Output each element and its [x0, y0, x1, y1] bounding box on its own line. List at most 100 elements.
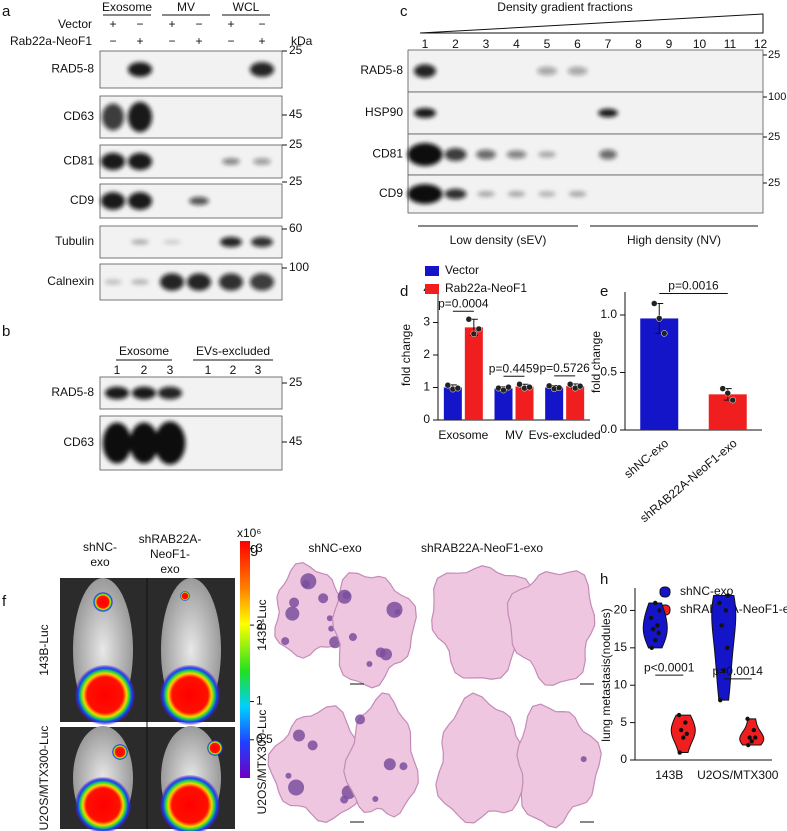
metastatic-nodule — [355, 714, 366, 725]
metastatic-nodule — [348, 633, 357, 642]
condition-sign: − — [195, 17, 202, 31]
blot-band — [129, 422, 159, 464]
annotation: p<0.0001 — [644, 660, 695, 674]
data-point — [648, 615, 654, 621]
annotation: p=0.0014 — [713, 664, 764, 678]
data-point — [678, 727, 684, 733]
metastatic-nodule — [281, 637, 290, 646]
legend-label: Rab22a-NeoF1 — [445, 281, 527, 295]
blot-bands — [100, 152, 271, 171]
metastatic-nodule — [300, 573, 317, 590]
data-point — [465, 316, 473, 323]
x-tick-label: shNC-exo — [621, 436, 671, 481]
metastatic-nodule — [366, 660, 373, 667]
condition-sign: + — [258, 34, 265, 48]
colorbar-tick-label: 2 — [256, 617, 263, 631]
tissue-section — [431, 565, 533, 680]
column-label: shNC- — [83, 540, 117, 554]
marker-label: 25 — [768, 131, 780, 143]
legend-label: Vector — [445, 263, 479, 277]
data-point — [677, 750, 682, 755]
blot-label: HSP90 — [365, 105, 403, 119]
metastatic-nodule — [386, 601, 403, 618]
row-label: 143B-Luc — [37, 624, 51, 675]
marker-label: 45 — [289, 434, 303, 448]
data-point — [470, 330, 478, 338]
blot-band — [163, 239, 181, 245]
tissue-section — [343, 692, 419, 818]
legend-swatch — [425, 284, 439, 294]
lane-label: 3 — [255, 363, 262, 377]
y-tick-label: 2 — [423, 347, 430, 361]
blot-band — [477, 190, 495, 198]
data-point — [683, 720, 688, 725]
blot-membrane — [407, 91, 764, 135]
bar — [494, 388, 513, 420]
y-tick-label: 0 — [423, 412, 430, 426]
unit-label: kDa — [291, 34, 313, 48]
blot-band — [100, 152, 126, 171]
blot-bands — [131, 236, 273, 248]
data-point — [724, 389, 731, 397]
lane-label: 4 — [513, 37, 520, 51]
column-label: shRAB22A- — [139, 532, 202, 546]
blot-label: RAD5-8 — [51, 385, 94, 399]
y-tick-label: 15 — [614, 640, 628, 654]
blot-label: Tubulin — [55, 234, 94, 248]
panel-label: c — [400, 3, 408, 20]
marker-label: 60 — [289, 221, 303, 235]
legend-swatch — [425, 266, 439, 276]
y-tick-label: 3 — [423, 315, 430, 329]
metastatic-nodule — [380, 648, 393, 661]
blot-band — [251, 236, 273, 248]
blot-band — [100, 192, 126, 210]
blot-band — [598, 108, 618, 118]
blot-bands — [127, 62, 275, 77]
bar — [464, 327, 483, 420]
blot-band — [444, 147, 467, 162]
y-tick-label: 0 — [620, 752, 627, 766]
y-axis-label: fold change — [399, 324, 413, 386]
data-point — [719, 623, 724, 628]
bar — [566, 386, 585, 420]
region-label: Low density (sEV) — [450, 233, 547, 247]
data-point — [653, 600, 658, 606]
blot-band — [407, 143, 443, 166]
blot-band — [222, 158, 240, 165]
blot-band — [568, 190, 587, 198]
x-tick-label: Exosome — [438, 428, 488, 442]
condition-label: Vector — [58, 17, 92, 31]
data-point — [650, 626, 656, 632]
blot-bands — [407, 184, 587, 204]
blot-band — [104, 386, 130, 400]
blot-label: CD63 — [63, 435, 94, 449]
blot-band — [186, 273, 212, 291]
blot-band — [131, 386, 157, 400]
lane-label: 9 — [666, 37, 673, 51]
metastatic-nodule — [399, 762, 408, 771]
data-point — [653, 638, 658, 643]
condition-sign: − — [109, 34, 116, 48]
group-label: Exosome — [119, 344, 169, 358]
lane-label: 10 — [693, 37, 707, 51]
data-point — [751, 727, 757, 733]
legend-label: shNC-exo — [680, 584, 734, 598]
blot-band — [102, 422, 132, 464]
data-point — [444, 381, 452, 389]
row-label: 143B-Luc — [255, 599, 269, 650]
metastatic-nodule — [326, 615, 333, 622]
blot-band — [189, 196, 209, 206]
column-label: exo — [160, 562, 180, 576]
data-point — [566, 381, 574, 388]
region-label: High density (NV) — [627, 233, 721, 247]
bar — [515, 386, 534, 420]
blot-bands — [100, 192, 209, 210]
blot-label: CD81 — [63, 154, 94, 168]
bar — [443, 387, 462, 420]
lane-label: 1 — [422, 37, 429, 51]
panel-label: g — [250, 540, 258, 557]
data-point — [684, 731, 689, 737]
blot-label: CD81 — [372, 147, 403, 161]
group-label: EVs-excluded — [196, 344, 270, 358]
